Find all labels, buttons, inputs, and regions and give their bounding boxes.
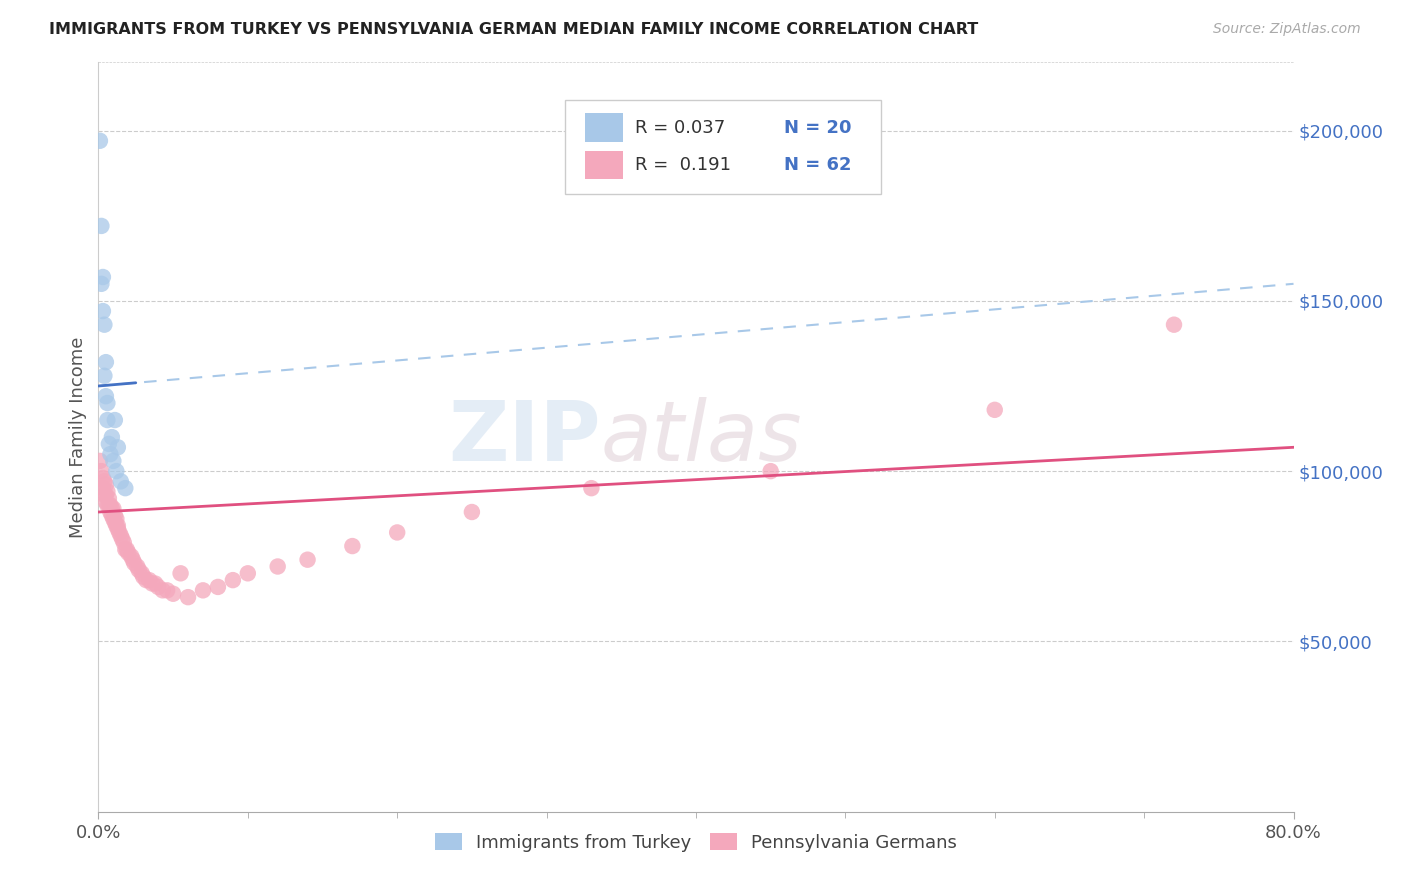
Point <box>89 134 111 148</box>
Point <box>103 512 125 526</box>
Point <box>103 454 125 468</box>
Point <box>177 590 200 604</box>
Point <box>105 518 128 533</box>
Point <box>101 430 124 444</box>
Point <box>267 559 290 574</box>
Point <box>114 542 136 557</box>
Point <box>138 573 160 587</box>
FancyBboxPatch shape <box>585 151 623 179</box>
Point <box>104 413 127 427</box>
Point <box>96 413 118 427</box>
Point <box>152 583 174 598</box>
Point <box>90 219 112 233</box>
Text: R = 0.037: R = 0.037 <box>636 119 725 136</box>
Point <box>132 570 155 584</box>
Point <box>114 481 136 495</box>
Point <box>94 488 117 502</box>
Point <box>105 464 128 478</box>
Point <box>110 475 132 489</box>
Point <box>94 389 117 403</box>
Point <box>96 396 118 410</box>
Point <box>104 508 127 523</box>
Point <box>169 566 191 581</box>
Point <box>107 518 129 533</box>
Point <box>461 505 484 519</box>
Point <box>93 488 115 502</box>
Point <box>128 563 150 577</box>
Point <box>148 580 170 594</box>
Point <box>581 481 603 495</box>
Point <box>101 501 124 516</box>
Point <box>111 533 134 547</box>
Point <box>1163 318 1185 332</box>
Point <box>236 566 259 581</box>
Point <box>120 549 142 564</box>
Point <box>103 501 125 516</box>
Point <box>984 402 1007 417</box>
Text: N = 20: N = 20 <box>785 119 852 136</box>
Point <box>162 587 184 601</box>
FancyBboxPatch shape <box>565 100 882 194</box>
Point <box>98 447 122 461</box>
Y-axis label: Median Family Income: Median Family Income <box>69 336 87 538</box>
Point <box>93 475 115 489</box>
Point <box>97 491 120 506</box>
Point <box>107 522 129 536</box>
Point <box>131 566 153 581</box>
Point <box>96 484 118 499</box>
Point <box>108 525 131 540</box>
Point <box>91 481 114 495</box>
Text: atlas: atlas <box>600 397 801 477</box>
Point <box>90 277 112 291</box>
Point <box>121 552 143 566</box>
Point <box>124 556 146 570</box>
Point <box>141 576 163 591</box>
Point <box>297 552 319 566</box>
Point <box>107 440 129 454</box>
Point <box>135 573 157 587</box>
Point <box>98 498 122 512</box>
Point <box>191 583 214 598</box>
Point <box>90 464 112 478</box>
Legend: Immigrants from Turkey, Pennsylvania Germans: Immigrants from Turkey, Pennsylvania Ger… <box>427 826 965 859</box>
Point <box>89 454 111 468</box>
Point <box>127 559 149 574</box>
Point <box>94 495 117 509</box>
Point <box>112 535 135 549</box>
Point <box>117 546 139 560</box>
Point <box>91 304 114 318</box>
Point <box>93 318 115 332</box>
Point <box>91 471 114 485</box>
Point <box>91 270 114 285</box>
Point <box>97 498 120 512</box>
Point <box>94 477 117 491</box>
Point <box>110 529 132 543</box>
Point <box>94 355 117 369</box>
Point <box>96 498 118 512</box>
Point <box>143 576 166 591</box>
FancyBboxPatch shape <box>585 113 623 142</box>
Text: N = 62: N = 62 <box>785 156 852 174</box>
Point <box>104 515 127 529</box>
Point <box>98 505 122 519</box>
Point <box>97 437 120 451</box>
Point <box>101 508 124 523</box>
Point <box>759 464 782 478</box>
Point <box>156 583 179 598</box>
Text: R =  0.191: R = 0.191 <box>636 156 731 174</box>
Point <box>385 525 409 540</box>
Point <box>115 542 138 557</box>
Text: IMMIGRANTS FROM TURKEY VS PENNSYLVANIA GERMAN MEDIAN FAMILY INCOME CORRELATION C: IMMIGRANTS FROM TURKEY VS PENNSYLVANIA G… <box>49 22 979 37</box>
Point <box>207 580 229 594</box>
Point <box>105 512 128 526</box>
Point <box>342 539 364 553</box>
Point <box>93 368 115 383</box>
Text: ZIP: ZIP <box>449 397 600 477</box>
Text: Source: ZipAtlas.com: Source: ZipAtlas.com <box>1213 22 1361 37</box>
Point <box>222 573 245 587</box>
